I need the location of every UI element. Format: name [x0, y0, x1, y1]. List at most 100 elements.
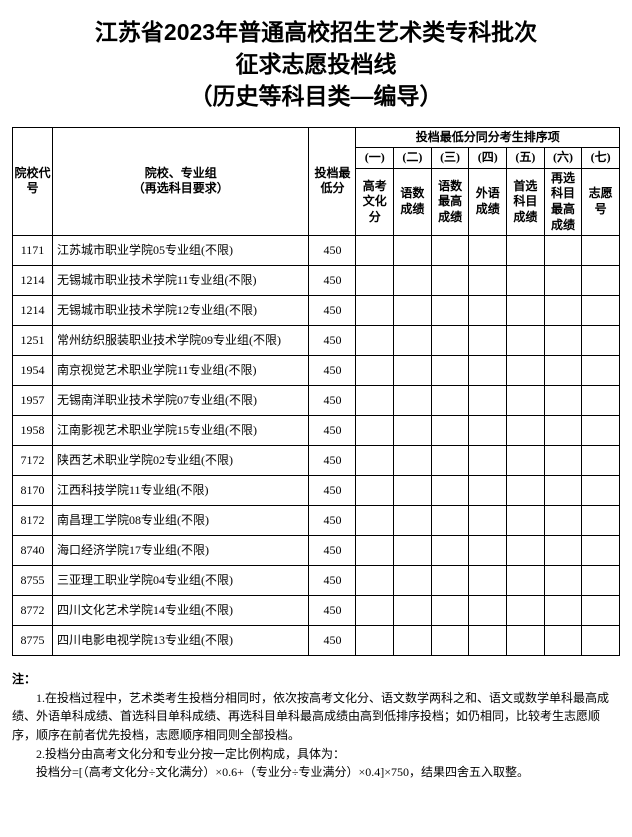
cell-rank-1	[356, 566, 394, 596]
cell-rank-3	[431, 236, 469, 266]
th-sub-5: 首选科目成绩	[507, 168, 545, 235]
cell-rank-3	[431, 356, 469, 386]
cell-rank-7	[582, 356, 620, 386]
cell-rank-1	[356, 476, 394, 506]
cell-rank-4	[469, 416, 507, 446]
cell-name: 四川电影电视学院13专业组(不限)	[52, 626, 308, 656]
th-score: 投档最低分	[309, 127, 356, 236]
cell-score: 450	[309, 266, 356, 296]
cell-name: 江苏城市职业学院05专业组(不限)	[52, 236, 308, 266]
cell-rank-4	[469, 266, 507, 296]
cell-rank-2	[394, 596, 432, 626]
th-num-3: (三)	[431, 148, 469, 169]
cell-rank-1	[356, 326, 394, 356]
cell-code: 8772	[13, 596, 53, 626]
cell-rank-5	[507, 326, 545, 356]
cell-code: 1957	[13, 386, 53, 416]
title-line2: 征求志愿投档线	[12, 48, 620, 80]
cell-rank-6	[544, 236, 582, 266]
cell-score: 450	[309, 296, 356, 326]
cell-code: 8775	[13, 626, 53, 656]
cell-rank-6	[544, 386, 582, 416]
th-num-5: (五)	[507, 148, 545, 169]
cell-rank-5	[507, 356, 545, 386]
cell-rank-4	[469, 626, 507, 656]
table-row: 1214无锡城市职业技术学院12专业组(不限)450	[13, 296, 620, 326]
cell-rank-7	[582, 326, 620, 356]
table-row: 8740海口经济学院17专业组(不限)450	[13, 536, 620, 566]
th-sub-7: 志愿号	[582, 168, 620, 235]
cell-code: 1171	[13, 236, 53, 266]
cell-rank-5	[507, 416, 545, 446]
cell-rank-1	[356, 596, 394, 626]
cell-rank-1	[356, 266, 394, 296]
cell-name: 江南影视艺术职业学院15专业组(不限)	[52, 416, 308, 446]
cell-rank-5	[507, 266, 545, 296]
cell-rank-6	[544, 626, 582, 656]
cell-score: 450	[309, 536, 356, 566]
cell-rank-6	[544, 356, 582, 386]
score-table: 院校代号 院校、专业组 （再选科目要求） 投档最低分 投档最低分同分考生排序项 …	[12, 127, 620, 657]
cell-name: 三亚理工职业学院04专业组(不限)	[52, 566, 308, 596]
table-row: 1957无锡南洋职业技术学院07专业组(不限)450	[13, 386, 620, 416]
cell-name: 海口经济学院17专业组(不限)	[52, 536, 308, 566]
table-row: 8170江西科技学院11专业组(不限)450	[13, 476, 620, 506]
cell-rank-6	[544, 596, 582, 626]
cell-rank-1	[356, 506, 394, 536]
table-row: 1214无锡城市职业技术学院11专业组(不限)450	[13, 266, 620, 296]
cell-code: 1214	[13, 266, 53, 296]
cell-name: 常州纺织服装职业技术学院09专业组(不限)	[52, 326, 308, 356]
cell-rank-7	[582, 266, 620, 296]
cell-score: 450	[309, 356, 356, 386]
cell-name: 南京视觉艺术职业学院11专业组(不限)	[52, 356, 308, 386]
cell-score: 450	[309, 626, 356, 656]
cell-rank-2	[394, 626, 432, 656]
cell-rank-5	[507, 626, 545, 656]
cell-rank-6	[544, 266, 582, 296]
cell-rank-6	[544, 296, 582, 326]
table-row: 1954南京视觉艺术职业学院11专业组(不限)450	[13, 356, 620, 386]
th-rank-group: 投档最低分同分考生排序项	[356, 127, 620, 148]
cell-rank-3	[431, 626, 469, 656]
cell-name: 江西科技学院11专业组(不限)	[52, 476, 308, 506]
cell-rank-4	[469, 536, 507, 566]
th-num-6: (六)	[544, 148, 582, 169]
cell-score: 450	[309, 506, 356, 536]
cell-score: 450	[309, 596, 356, 626]
cell-rank-2	[394, 536, 432, 566]
cell-rank-1	[356, 626, 394, 656]
cell-code: 8170	[13, 476, 53, 506]
cell-rank-3	[431, 296, 469, 326]
cell-rank-7	[582, 476, 620, 506]
cell-rank-5	[507, 536, 545, 566]
table-row: 1171江苏城市职业学院05专业组(不限)450	[13, 236, 620, 266]
cell-rank-4	[469, 476, 507, 506]
table-row: 8772四川文化艺术学院14专业组(不限)450	[13, 596, 620, 626]
cell-rank-1	[356, 536, 394, 566]
cell-rank-7	[582, 446, 620, 476]
cell-rank-7	[582, 626, 620, 656]
cell-rank-6	[544, 326, 582, 356]
cell-rank-7	[582, 236, 620, 266]
cell-rank-6	[544, 416, 582, 446]
cell-score: 450	[309, 416, 356, 446]
cell-rank-4	[469, 596, 507, 626]
cell-rank-7	[582, 566, 620, 596]
table-row: 1251常州纺织服装职业技术学院09专业组(不限)450	[13, 326, 620, 356]
cell-name: 无锡城市职业技术学院11专业组(不限)	[52, 266, 308, 296]
cell-rank-6	[544, 476, 582, 506]
th-num-4: (四)	[469, 148, 507, 169]
cell-rank-6	[544, 506, 582, 536]
cell-rank-5	[507, 476, 545, 506]
cell-rank-3	[431, 326, 469, 356]
cell-rank-2	[394, 416, 432, 446]
table-row: 1958江南影视艺术职业学院15专业组(不限)450	[13, 416, 620, 446]
cell-rank-2	[394, 296, 432, 326]
cell-rank-7	[582, 386, 620, 416]
cell-rank-5	[507, 236, 545, 266]
th-sub-1: 高考文化分	[356, 168, 394, 235]
cell-code: 1214	[13, 296, 53, 326]
notes-p3: 投档分=[（高考文化分÷文化满分）×0.6+（专业分÷专业满分）×0.4]×75…	[12, 763, 620, 782]
cell-rank-2	[394, 476, 432, 506]
table-row: 7172陕西艺术职业学院02专业组(不限)450	[13, 446, 620, 476]
